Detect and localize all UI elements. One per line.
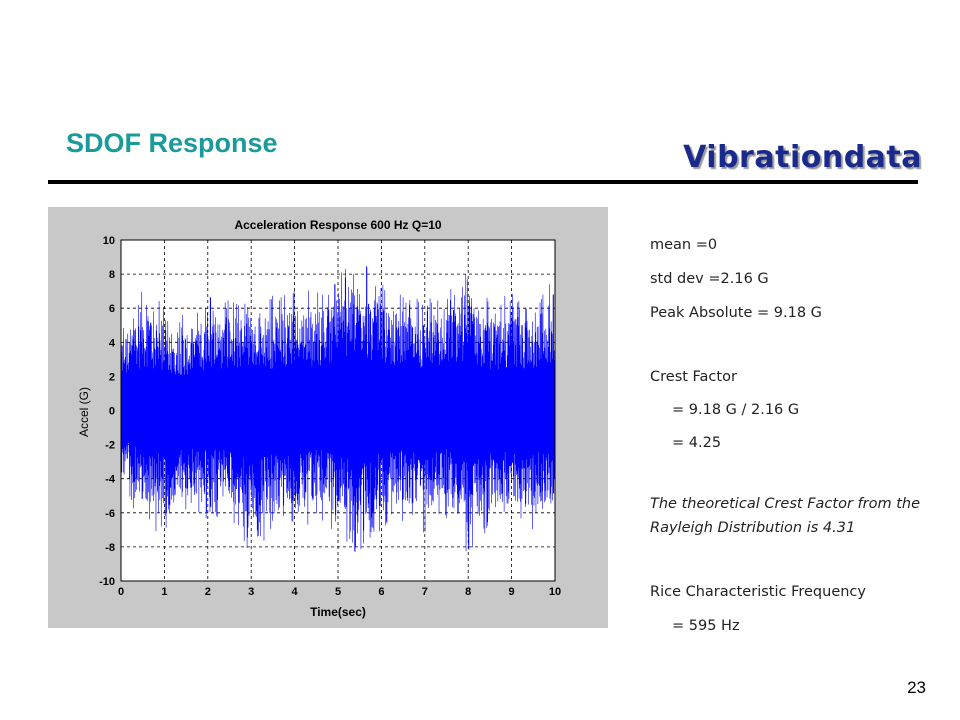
y-tick-label: 8 — [109, 269, 115, 281]
y-tick-label: -6 — [105, 508, 115, 520]
acceleration-chart: 0 1 2 3 4 5 6 7 8 9 10 10 8 6 4 2 0 -2 -4 -6 -8 -10 Accelerat… — [77, 218, 561, 619]
signal-line — [120, 265, 556, 553]
y-tick-label: -4 — [105, 474, 116, 486]
x-tick-label: 7 — [422, 586, 428, 598]
x-tick-label: 1 — [161, 586, 167, 598]
axis-ticks: 0 1 2 3 4 5 6 7 8 9 10 10 8 6 4 2 0 -2 -4 -6 -8 -10 — [99, 235, 561, 598]
rice-frequency-label: Rice Characteristic Frequency — [650, 584, 866, 600]
x-tick-label: 8 — [465, 586, 471, 598]
y-tick-label: -10 — [99, 576, 115, 588]
x-tick-label: 2 — [205, 586, 211, 598]
theoretical-crest-text: The theoretical Crest Factor from the Ra… — [650, 496, 920, 536]
x-tick-label: 9 — [509, 586, 515, 598]
y-tick-label: 2 — [109, 371, 115, 383]
x-tick-label: 10 — [549, 586, 561, 598]
peak-absolute-text: Peak Absolute = 9.18 G — [650, 305, 822, 321]
x-tick-label: 5 — [335, 586, 341, 598]
y-tick-label: 10 — [103, 235, 115, 247]
slide-title: SDOF Response — [66, 128, 278, 158]
y-axis-label: Accel (G) — [77, 387, 91, 437]
chart-panel: 0 1 2 3 4 5 6 7 8 9 10 10 8 6 4 2 0 -2 -4 -6 -8 -10 Accelerat… — [48, 207, 608, 628]
y-tick-label: 4 — [109, 337, 116, 349]
chart-title: Acceleration Response 600 Hz Q=10 — [234, 218, 441, 232]
y-tick-label: 6 — [109, 303, 115, 315]
y-tick-label: -2 — [105, 440, 115, 452]
x-tick-label: 3 — [248, 586, 254, 598]
page-number: 23 — [907, 678, 926, 697]
x-axis-label: Time(sec) — [310, 605, 366, 619]
crest-factor-equation: = 9.18 G / 2.16 G — [672, 402, 800, 418]
std-dev-text: std dev =2.16 G — [650, 271, 769, 287]
y-tick-label: -8 — [105, 542, 115, 554]
x-tick-label: 4 — [292, 586, 299, 598]
x-tick-label: 0 — [118, 586, 124, 598]
plot-border — [120, 239, 556, 582]
crest-factor-result: = 4.25 — [672, 435, 722, 451]
signal-series — [120, 265, 556, 553]
brand-logo-text: Vibrationdata — [683, 140, 922, 175]
y-tick-label: 0 — [109, 406, 115, 418]
crest-factor-label: Crest Factor — [650, 369, 737, 385]
rice-frequency-value: = 595 Hz — [672, 618, 740, 634]
mean-text: mean =0 — [650, 237, 718, 253]
x-tick-label: 6 — [378, 586, 384, 598]
title-divider — [48, 180, 918, 184]
